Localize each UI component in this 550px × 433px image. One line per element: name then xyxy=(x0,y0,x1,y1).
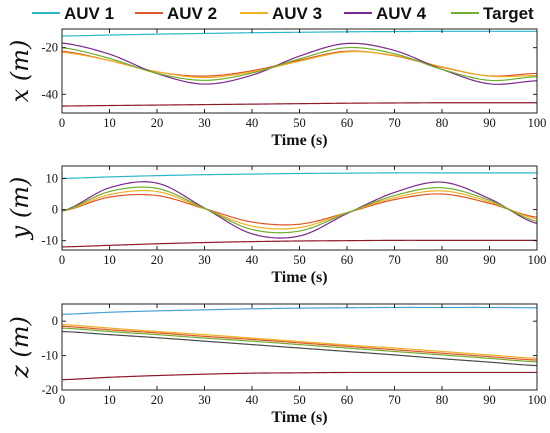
legend-item: AUV 1 xyxy=(32,4,114,23)
x-tick-label: 60 xyxy=(341,393,354,407)
series-line-target xyxy=(61,46,538,82)
series-line-target xyxy=(61,186,538,234)
x-tick-label: 70 xyxy=(388,253,401,267)
x-tick-label: 20 xyxy=(151,253,164,267)
x-tick-label: 10 xyxy=(103,253,116,267)
series-line-auv-3 xyxy=(61,189,538,230)
x-tick-label: 80 xyxy=(436,393,449,407)
legend-label: AUV 1 xyxy=(64,4,114,23)
series-line-auv-2 xyxy=(61,193,538,226)
y-tick-label: -20 xyxy=(41,383,58,397)
x-tick-label: 50 xyxy=(293,393,306,407)
y-axis-label: y (m) xyxy=(6,177,34,241)
x-tick-label: 80 xyxy=(436,116,449,130)
x-tick-label: 40 xyxy=(246,253,259,267)
series-line-auv-1 xyxy=(61,172,537,180)
y-tick-label: -40 xyxy=(41,87,58,101)
x-tick-label: 30 xyxy=(198,253,211,267)
series-line-auv-2 xyxy=(61,325,538,361)
x-tick-label: 10 xyxy=(103,116,116,130)
plot-area xyxy=(62,304,537,390)
series-line-trajectory xyxy=(61,371,537,381)
series-line-auv-3 xyxy=(61,324,538,359)
x-axis-label: Time (s) xyxy=(271,132,327,149)
plot-area xyxy=(62,29,537,113)
legend-label: AUV 2 xyxy=(167,4,217,23)
y-tick-label: -10 xyxy=(41,349,58,363)
series-line-trajectory xyxy=(61,102,537,107)
y-tick-label: -20 xyxy=(41,41,58,55)
legend-item: AUV 4 xyxy=(344,4,427,23)
series-line-target xyxy=(61,327,538,363)
x-tick-label: 70 xyxy=(388,116,401,130)
x-tick-label: 80 xyxy=(436,253,449,267)
y-tick-label: 0 xyxy=(52,203,58,217)
x-tick-label: 100 xyxy=(528,253,547,267)
y-tick-label: 10 xyxy=(46,171,59,185)
x-tick-label: 30 xyxy=(198,393,211,407)
x-tick-label: 30 xyxy=(198,116,211,130)
legend-label: AUV 3 xyxy=(272,4,322,23)
x-tick-label: 100 xyxy=(528,116,547,130)
x-axis-label: Time (s) xyxy=(271,409,327,426)
x-tick-label: 20 xyxy=(151,116,164,130)
y-axis-label: z (m) xyxy=(6,316,34,379)
plot-area xyxy=(62,166,537,250)
x-tick-label: 90 xyxy=(483,253,496,267)
series-line-auv-4 xyxy=(61,330,538,367)
y-tick-label: 0 xyxy=(52,314,58,328)
series-line-auv-4 xyxy=(61,42,538,85)
x-tick-label: 70 xyxy=(388,393,401,407)
series-line-auv-1 xyxy=(61,306,538,315)
legend-label: Target xyxy=(483,4,534,23)
legend-item: AUV 3 xyxy=(240,4,322,23)
x-tick-label: 60 xyxy=(341,253,354,267)
chart-panel-1: 0 10 20 30 40 50 60 70 80 90 100 -20 -40 Time (s) x (m… xyxy=(6,28,547,149)
x-tick-label: 0 xyxy=(59,253,65,267)
y-axis-label: x (m) xyxy=(6,40,34,103)
series-line-auv-4 xyxy=(61,181,538,239)
legend-item: AUV 2 xyxy=(135,4,217,23)
y-tick-label: -10 xyxy=(41,234,58,248)
x-tick-label: 0 xyxy=(59,393,65,407)
legend-label: AUV 4 xyxy=(376,4,427,23)
x-tick-label: 50 xyxy=(293,116,306,130)
x-tick-label: 50 xyxy=(293,253,306,267)
x-tick-label: 100 xyxy=(528,393,547,407)
x-axis-label: Time (s) xyxy=(271,269,327,286)
x-tick-label: 90 xyxy=(483,393,496,407)
legend-item: Target xyxy=(451,4,534,23)
x-tick-label: 90 xyxy=(483,116,496,130)
series-line-trajectory xyxy=(61,239,537,248)
legend: AUV 1 AUV 2 AUV 3 AUV 4 Target xyxy=(32,4,534,23)
chart-panel-3: 0 10 20 30 40 50 60 70 80 90 100 0 -10 -20 Time (s) z (… xyxy=(6,303,547,426)
x-tick-label: 40 xyxy=(246,393,259,407)
x-tick-label: 10 xyxy=(103,393,116,407)
x-tick-label: 60 xyxy=(341,116,354,130)
x-tick-label: 0 xyxy=(59,116,65,130)
x-tick-label: 40 xyxy=(246,116,259,130)
x-tick-label: 20 xyxy=(151,393,164,407)
